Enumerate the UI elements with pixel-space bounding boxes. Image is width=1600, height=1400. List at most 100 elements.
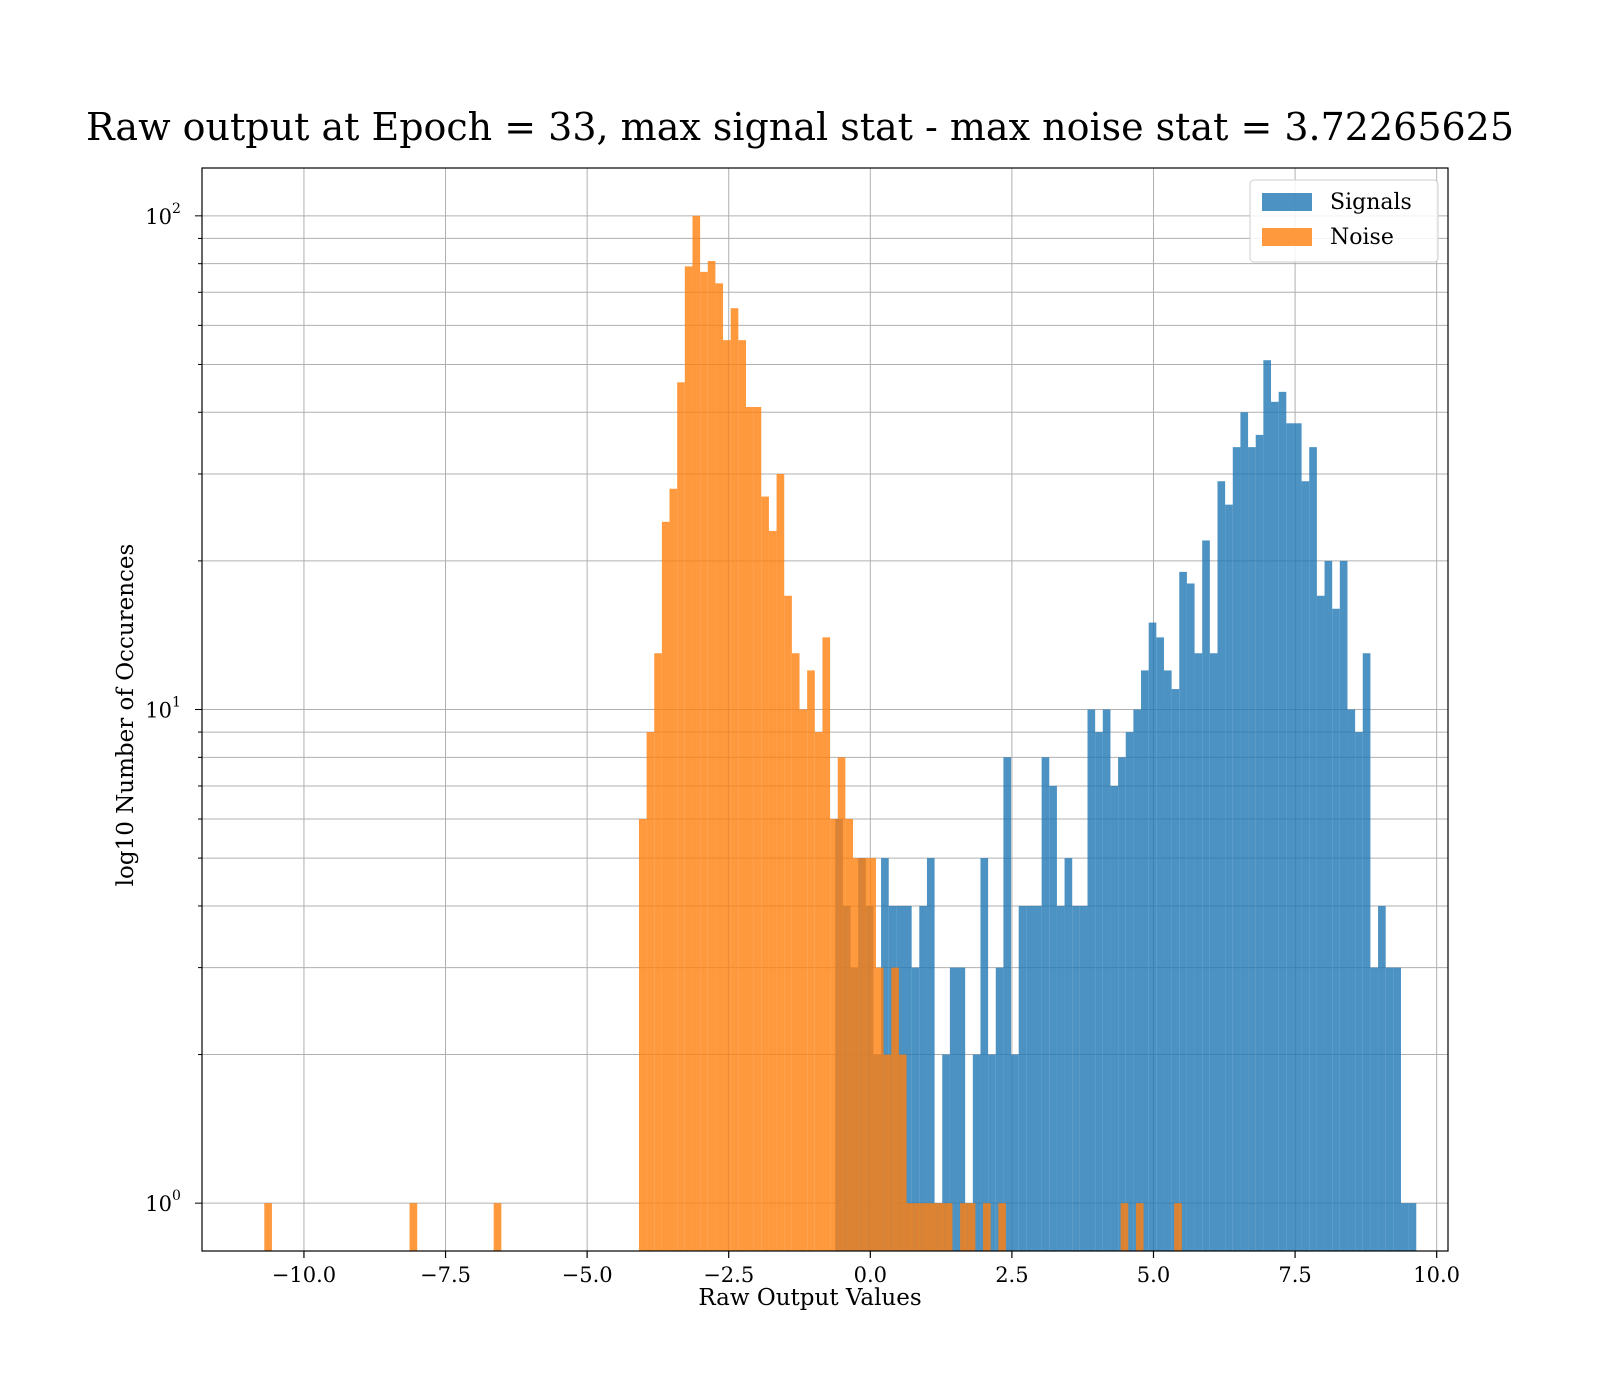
x-tick-label: 7.5 [1278, 1263, 1311, 1287]
histogram-bar-noise [1174, 1203, 1182, 1251]
histogram-bar-signals [1271, 401, 1279, 1251]
histogram-bar-signals [1056, 905, 1065, 1251]
histogram-bar-noise [684, 266, 693, 1251]
histogram-bar-signals [1240, 412, 1249, 1252]
histogram-bar-signals [1011, 1054, 1019, 1251]
histogram-bar-noise [944, 1203, 953, 1251]
histogram-bar-signals [949, 967, 958, 1251]
histogram-bar-noise [960, 1203, 968, 1251]
histogram-bar-signals [1370, 967, 1379, 1251]
histogram-bar-signals [1194, 653, 1203, 1251]
histogram-bar-signals [904, 905, 912, 1251]
histogram-bar-noise [753, 406, 762, 1251]
histogram-bar-signals [1033, 905, 1042, 1251]
histogram-bar-noise [998, 1203, 1006, 1251]
histogram-bar-signals [1225, 504, 1233, 1251]
histogram-bar-signals [1079, 905, 1088, 1251]
histogram-bar-signals [1186, 583, 1195, 1251]
histogram-bar-signals [1316, 595, 1325, 1251]
histogram-bar-noise [745, 406, 754, 1251]
histogram-bar-noise [983, 1203, 991, 1251]
histogram-bar-noise [776, 473, 785, 1251]
histogram-bar-signals [1347, 709, 1356, 1251]
histogram-bar-noise [677, 382, 685, 1251]
histogram-bar-noise [646, 732, 655, 1251]
histogram-bar-noise [914, 1203, 922, 1251]
y-tick-exponent: 1 [172, 695, 181, 711]
histogram-bar-noise [409, 1203, 418, 1251]
legend-label-signals: Signals [1330, 190, 1412, 215]
histogram-bar-noise [264, 1203, 272, 1251]
histogram-bar-noise [814, 732, 823, 1251]
histogram-bar-signals [1400, 1203, 1409, 1251]
histogram-bar-signals [1309, 447, 1317, 1252]
histogram-bar-noise [654, 653, 662, 1251]
histogram-bar-signals [972, 1054, 981, 1251]
histogram-bar-signals [1385, 967, 1394, 1251]
histogram-bar-noise [845, 819, 854, 1251]
histogram-bar-noise [669, 488, 678, 1251]
histogram-bar-noise [860, 858, 869, 1251]
histogram-bar-noise [768, 530, 777, 1251]
histogram-bar-signals [1087, 709, 1096, 1251]
histogram-bar-signals [1026, 905, 1034, 1251]
histogram-bar-noise [791, 653, 800, 1251]
histogram-bar-signals [1110, 785, 1119, 1251]
histogram-bar-noise [875, 967, 884, 1251]
histogram-bar-signals [995, 967, 1004, 1251]
histogram-bar-signals [1049, 785, 1057, 1251]
histogram-bar-signals [1248, 447, 1256, 1252]
x-tick-label: 0.0 [854, 1263, 887, 1287]
histogram-bar-signals [1332, 608, 1340, 1251]
histogram-bar-noise [707, 261, 716, 1251]
histogram-bar-noise [868, 858, 876, 1251]
histogram-bar-noise [967, 1203, 976, 1251]
histogram-bar-noise [891, 967, 899, 1251]
x-tick-label: 2.5 [995, 1263, 1028, 1287]
histogram-bar-signals [1133, 709, 1142, 1251]
histogram-bar-signals [1255, 434, 1264, 1252]
histogram-bar-signals [1209, 653, 1218, 1251]
histogram-bar-signals [1324, 560, 1333, 1251]
histogram-bar-signals [1202, 540, 1210, 1251]
histogram-bar-signals [1286, 423, 1294, 1252]
histogram-bar-signals [1064, 858, 1073, 1251]
x-tick-label: 5.0 [1137, 1263, 1170, 1287]
histogram-bar-signals [1293, 423, 1302, 1252]
histogram-bar-signals [1118, 757, 1126, 1251]
histogram-bar-signals [1301, 481, 1310, 1251]
histogram-bar-signals [1263, 360, 1272, 1251]
histogram-bar-signals [1408, 1203, 1417, 1251]
histogram-bar-signals [1339, 560, 1348, 1251]
histogram-bar-signals [1003, 757, 1012, 1251]
histogram-bar-noise [700, 271, 708, 1251]
histogram-bar-signals [919, 905, 927, 1251]
histogram-bar-signals [1072, 905, 1080, 1251]
histogram-bars [264, 215, 1417, 1252]
histogram-bar-signals [1141, 670, 1149, 1251]
histogram-bar-noise [799, 709, 808, 1251]
histogram-bar-noise [921, 1203, 930, 1251]
histogram-bar-signals [926, 858, 935, 1251]
histogram-bar-noise [929, 1203, 938, 1251]
x-axis-label: Raw Output Values [698, 1285, 921, 1311]
histogram-bar-noise [807, 670, 815, 1251]
histogram-bar-noise [692, 215, 701, 1251]
histogram-bar-signals [1378, 905, 1386, 1251]
histogram-bar-signals [1156, 637, 1164, 1251]
histogram-bar-signals [980, 858, 989, 1251]
histogram-bar-noise [738, 340, 746, 1251]
histogram-bar-signals [1148, 622, 1157, 1251]
x-tick-label: −5.0 [562, 1263, 613, 1287]
x-tick-label: −10.0 [272, 1263, 336, 1287]
histogram-bar-signals [1362, 653, 1371, 1251]
x-tick-label: −2.5 [703, 1263, 754, 1287]
histogram-bar-noise [715, 283, 724, 1251]
histogram-bar-signals [1179, 571, 1187, 1251]
histogram-bar-noise [761, 496, 769, 1251]
histogram-bar-signals [1125, 732, 1134, 1251]
histogram-bar-signals [1095, 732, 1103, 1251]
histogram-bar-signals [1355, 732, 1363, 1251]
histogram-bar-noise [837, 757, 846, 1251]
